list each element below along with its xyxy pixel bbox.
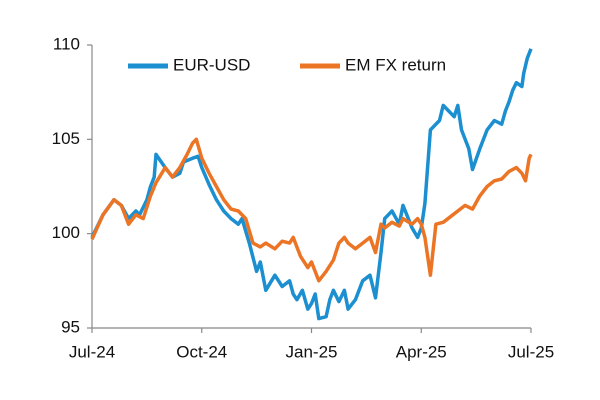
legend-label: EUR-USD [173, 55, 250, 74]
data-line [90, 137, 533, 283]
x-tick-label: Jul-25 [508, 342, 554, 361]
y-tick-label: 100 [52, 223, 80, 242]
x-tick-label: Jan-25 [286, 342, 338, 361]
y-tick-label: 95 [61, 317, 80, 336]
legend-label: EM FX return [345, 55, 446, 74]
x-tick-label: Jul-24 [69, 342, 115, 361]
y-tick-label: 110 [53, 34, 80, 53]
x-tick-label: Oct-24 [176, 342, 227, 361]
data-line [90, 48, 533, 321]
y-tick-label: 105 [52, 129, 80, 148]
x-tick-label: Apr-25 [396, 342, 447, 361]
